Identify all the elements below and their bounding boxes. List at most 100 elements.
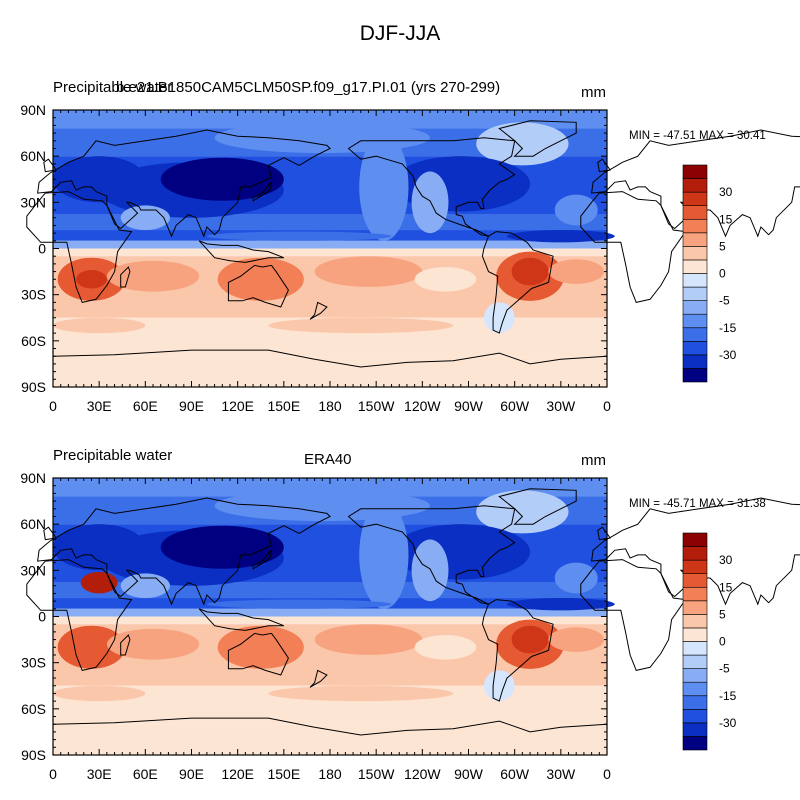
colorbar-swatch bbox=[682, 341, 708, 356]
lon-tick-label: 0 bbox=[49, 398, 57, 414]
coastline-europe-asia bbox=[37, 129, 331, 238]
contour-field bbox=[52, 478, 615, 755]
blob-pacific-tongue bbox=[359, 133, 409, 241]
lon-tick-label: 60W bbox=[500, 766, 530, 782]
lon-tick-label: 120W bbox=[404, 766, 441, 782]
blob-sahel-high bbox=[80, 571, 118, 594]
band-equator-north bbox=[53, 608, 607, 617]
colorbar-swatch bbox=[682, 191, 708, 206]
colorbar-swatch bbox=[682, 313, 708, 329]
coastline-antarctica bbox=[52, 349, 608, 368]
lon-tick-label: 90E bbox=[179, 398, 204, 414]
coastlines bbox=[26, 120, 800, 368]
blob-southern-ocean-1 bbox=[52, 685, 146, 702]
lon-tick-label: 150E bbox=[267, 398, 300, 414]
lon-tick-label: 60E bbox=[133, 766, 158, 782]
lat-tick-label: 60N bbox=[20, 148, 46, 164]
lon-tick-label: 30E bbox=[87, 398, 112, 414]
colorbar-swatch bbox=[682, 709, 708, 724]
lat-tick-label: 0 bbox=[38, 241, 46, 257]
colorbar-swatch bbox=[682, 546, 708, 561]
lat-tick-label: 30S bbox=[21, 287, 46, 303]
colorbar-label: 15 bbox=[719, 212, 733, 226]
blob-indian-ocean bbox=[106, 260, 200, 292]
colorbar-swatch bbox=[682, 205, 708, 220]
coastline-africa bbox=[580, 191, 687, 303]
lon-tick-label: 30W bbox=[546, 766, 576, 782]
blob-southern-ocean-2 bbox=[268, 317, 454, 334]
colorbar-swatch bbox=[682, 327, 708, 342]
colorbar-label: -30 bbox=[719, 348, 737, 362]
lat-tick-label: 90S bbox=[21, 379, 46, 395]
blob-east-pacific bbox=[411, 171, 449, 234]
colorbar-swatch bbox=[682, 218, 708, 234]
colorbar-swatch bbox=[682, 178, 708, 193]
coastline-north-america bbox=[347, 505, 516, 605]
colorbar: 30 15 5 0 -5 -15 -30 bbox=[682, 532, 737, 751]
colorbar-swatch bbox=[682, 681, 708, 697]
lon-tick-label: 180 bbox=[318, 766, 342, 782]
lon-tick-label: 0 bbox=[49, 766, 57, 782]
colorbar-swatch bbox=[682, 627, 708, 642]
coastline-indonesia bbox=[198, 608, 284, 631]
colorbar-label: -5 bbox=[719, 294, 730, 308]
contour-field bbox=[52, 110, 615, 387]
colorbar-swatch bbox=[682, 722, 708, 737]
colorbar-swatch bbox=[682, 559, 708, 574]
coastline-uk bbox=[597, 158, 611, 173]
colorbar-label: -15 bbox=[719, 321, 737, 335]
colorbar-swatch bbox=[682, 259, 708, 274]
blob-atlantic-itcz bbox=[506, 598, 615, 611]
coastline-north-america bbox=[347, 137, 516, 237]
coastline-greenland bbox=[498, 120, 577, 157]
blob-arabia bbox=[120, 205, 170, 231]
coastline-antarctica bbox=[52, 717, 608, 736]
coastline-europe-asia bbox=[37, 497, 331, 606]
blob-brazil-core bbox=[511, 625, 549, 654]
blob-east-south-pacific bbox=[414, 266, 477, 292]
band-equator-north bbox=[53, 240, 607, 249]
panel-center-label: ERA40 bbox=[304, 451, 352, 468]
blob-south-africa bbox=[57, 625, 126, 669]
lon-tick-label: 150E bbox=[267, 766, 300, 782]
blob-indian-ocean bbox=[106, 628, 200, 660]
coastline-africa bbox=[580, 559, 687, 671]
colorbar-swatch bbox=[682, 586, 708, 602]
lon-tick-label: 30E bbox=[87, 766, 112, 782]
lon-tick-label: 120W bbox=[404, 398, 441, 414]
obs-panel: 90N 60N 30N 0 30S 60S 90S 0 30E 60E 90E 120E 150E 180… bbox=[0, 368, 800, 782]
lon-tick-label: 180 bbox=[318, 398, 342, 414]
blob-southern-ocean-2 bbox=[268, 685, 454, 702]
colorbar-swatch bbox=[682, 641, 708, 656]
colorbar-label: 5 bbox=[719, 607, 726, 621]
coastline-europe-asia bbox=[591, 129, 800, 238]
blob-greenland bbox=[476, 122, 569, 166]
blob-east-pacific bbox=[411, 539, 449, 602]
coastline-africa bbox=[26, 559, 133, 671]
lat-tick-label: 30N bbox=[20, 562, 46, 578]
colorbar-swatch bbox=[682, 736, 708, 751]
colorbar-label: 0 bbox=[719, 267, 726, 281]
blob-atlantic-itcz bbox=[506, 230, 615, 243]
figure-title: DJF-JJA bbox=[359, 22, 441, 45]
blob-south-atlantic bbox=[548, 627, 604, 652]
lon-tick-label: 60E bbox=[133, 398, 158, 414]
lat-tick-label: 90N bbox=[20, 102, 46, 118]
blob-mongolia bbox=[160, 525, 284, 569]
blob-sahara-west bbox=[554, 562, 598, 594]
lat-tick-label: 30S bbox=[21, 655, 46, 671]
colorbar-swatch bbox=[682, 600, 708, 615]
blob-arabia bbox=[120, 573, 170, 599]
coastline-africa bbox=[26, 191, 133, 303]
colorbar-swatch bbox=[682, 668, 708, 683]
coastline-south-america bbox=[481, 231, 554, 334]
blob-australia bbox=[217, 257, 304, 301]
colorbar-swatch bbox=[682, 532, 708, 547]
coastline-greenland bbox=[498, 488, 577, 525]
panel-center-label: b.e21.B1850CAM5CLM50SP.f09_g17.PI.01 (yr… bbox=[116, 79, 501, 96]
coastline-madagascar bbox=[120, 634, 131, 656]
lon-tick-label: 60W bbox=[500, 398, 530, 414]
colorbar-swatch bbox=[682, 614, 708, 629]
lat-tick-label: 30N bbox=[20, 194, 46, 210]
